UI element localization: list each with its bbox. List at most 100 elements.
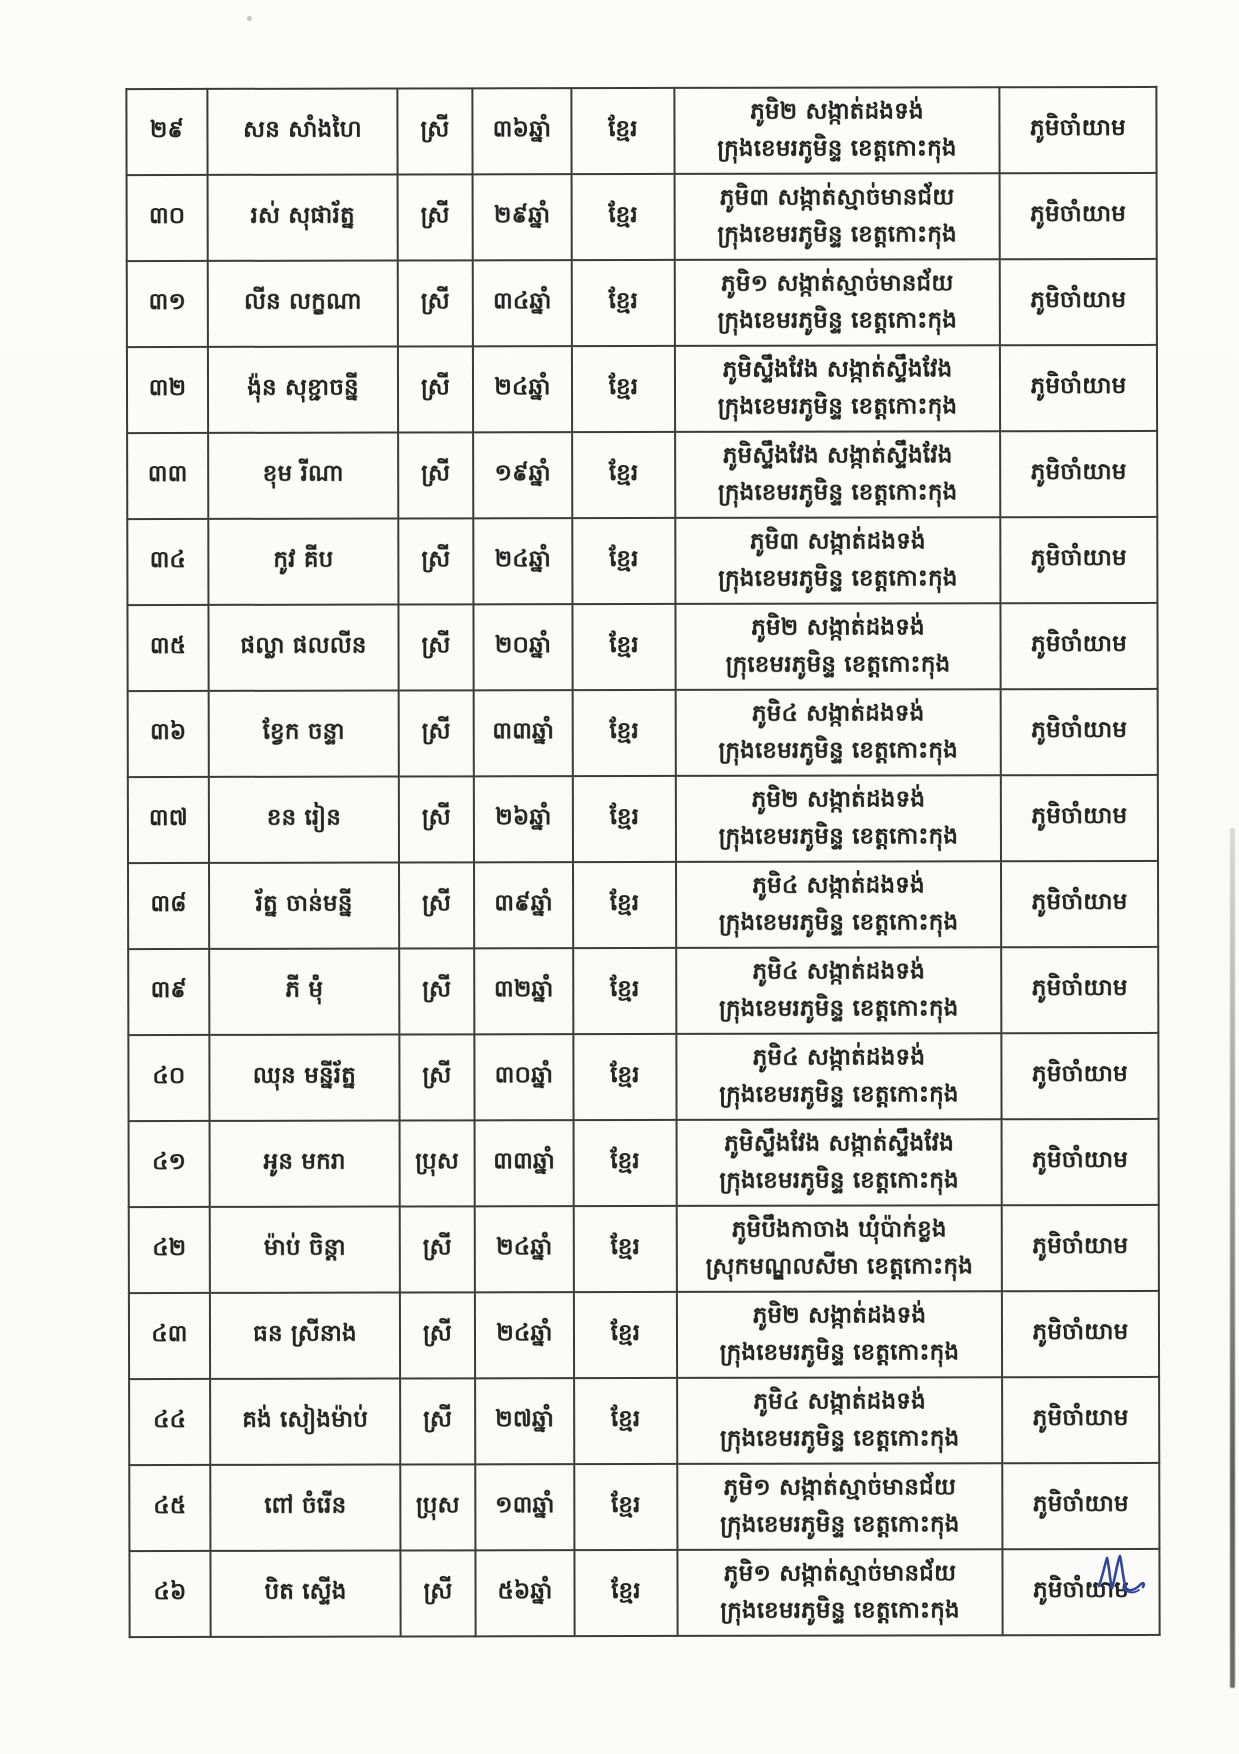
cell-gender: ប្រុស xyxy=(399,1120,475,1207)
address-line-2: ក្រុងខេមរភូមិន្ទ ខេត្តកោះកុង xyxy=(718,737,959,764)
cell-village: ភូមិចាំយាម xyxy=(999,258,1157,346)
cell-row-number: ៣៨ xyxy=(128,862,210,950)
cell-row-number: ៤១ xyxy=(128,1120,210,1208)
cell-age: ៥៦ឆ្នាំ xyxy=(475,1550,575,1637)
address-line-2: ក្រុងខេមរភូមិន្ទ ខេត្តកោះកុង xyxy=(719,995,959,1022)
cell-address: ភូមិស្ទឹងវែង សង្កាត់ស្ទឹងវែង ក្រុងខេមរភូ… xyxy=(676,1119,1002,1206)
cell-nationality: ខ្មែរ xyxy=(571,173,675,261)
cell-age: ២៤ឆ្នាំ xyxy=(474,1206,574,1293)
cell-row-number: ៣១ xyxy=(126,260,208,348)
cell-age: ៣២ឆ្នាំ xyxy=(474,948,574,1035)
cell-nationality: ខ្មែរ xyxy=(573,861,677,949)
cell-village: ភូមិចាំយាម xyxy=(999,86,1157,174)
cell-nationality: ខ្មែរ xyxy=(574,1463,678,1551)
cell-row-number: ៤០ xyxy=(128,1034,210,1122)
table-row: ៤៤ គង់ សៀងម៉ាប់ ស្រី ២៧ឆ្នាំ ខ្មែរ ភូមិ៤… xyxy=(129,1376,1160,1466)
cell-gender: ស្រី xyxy=(397,346,474,433)
cell-gender: ស្រី xyxy=(397,260,473,347)
cell-row-number: ៤៣ xyxy=(128,1292,211,1380)
cell-village: ភូមិចាំយាម xyxy=(1001,1118,1159,1206)
cell-village: ភូមិចាំយាម xyxy=(1000,430,1158,518)
cell-village: ភូមិចាំយាម xyxy=(999,344,1158,432)
cell-row-number: ៣៧ xyxy=(127,776,210,864)
cell-name: កូវ គីប xyxy=(208,518,399,605)
cell-gender: ស្រី xyxy=(398,690,474,777)
cell-row-number: ៣៤ xyxy=(127,518,209,606)
table-row: ៤២ ម៉ាប់ ចិន្តា ស្រី ២៤ឆ្នាំ ខ្មែរ ភូមិប… xyxy=(128,1204,1159,1294)
address-line-1: ភូមិ៤ សង្កាត់ដងទង់ xyxy=(752,872,925,899)
cell-gender: ស្រី xyxy=(399,1292,476,1379)
cell-gender: ប្រុស xyxy=(400,1464,476,1551)
cell-village: ភូមិចាំយាម xyxy=(999,172,1157,260)
cell-village: ភូមិចាំយាម xyxy=(1001,1032,1159,1120)
cell-nationality: ខ្មែរ xyxy=(572,603,676,691)
address-line-2: ក្រុងខេមរភូមិន្ទ ខេត្តកោះកុង xyxy=(720,1511,960,1538)
cell-address: ភូមិ៣ សង្កាត់ស្មាច់មានជ័យ ក្រុងខេមរភូមិន… xyxy=(674,173,1000,260)
cell-village: ភូមិចាំយាម xyxy=(1002,1376,1160,1464)
address-line-1: ភូមិ១ សង្កាត់ស្មាច់មានជ័យ xyxy=(723,1560,957,1588)
cell-age: ១៣ឆ្នាំ xyxy=(475,1464,575,1551)
cell-village: ភូមិចាំយាម xyxy=(1002,1462,1160,1550)
cell-age: ២៩ឆ្នាំ xyxy=(472,174,572,261)
address-line-1: ភូមិស្ទឹងវែង សង្កាត់ស្ទឹងវែង xyxy=(722,356,953,384)
cell-village: ភូមិចាំយាម xyxy=(1000,688,1158,776)
address-line-2: ក្រុងខេមរភូមិន្ទ ខេត្តកោះកុង xyxy=(719,1339,960,1366)
address-line-1: ភូមិបឹងកាចាង ឃុំប៉ាក់ខ្លង xyxy=(731,1216,947,1244)
cell-address: ភូមិ២ សង្កាត់ដងទង់ ក្រុងខេមរភូមិន្ទ ខេត្… xyxy=(674,87,1000,174)
cell-age: ៣៣ឆ្នាំ xyxy=(474,1120,574,1207)
address-line-1: ភូមិ២ សង្កាត់ដងទង់ xyxy=(750,98,924,125)
address-line-1: ភូមិ៣ សង្កាត់ស្មាច់មានជ័យ xyxy=(719,184,955,212)
cell-address: ភូមិបឹងកាចាង ឃុំប៉ាក់ខ្លង ស្រុកមណ្ឌលសីមា… xyxy=(676,1205,1002,1292)
cell-nationality: ខ្មែរ xyxy=(573,1119,677,1207)
scan-edge-artifact xyxy=(1230,828,1235,1688)
cell-name: ខន រៀន xyxy=(208,776,400,863)
address-line-2: ក្រុងខេមរភូមិន្ទ ខេត្តកោះកុង xyxy=(718,909,959,936)
cell-gender: ស្រី xyxy=(398,432,474,519)
cell-address: ភូមិ២ សង្កាត់ដងទង់ ក្រុងខេមរភូមិន្ទ ខេត្… xyxy=(676,1291,1003,1378)
cell-row-number: ៤៦ xyxy=(129,1550,211,1638)
cell-nationality: ខ្មែរ xyxy=(571,87,675,175)
address-line-2: ក្រុងខេមរភូមិន្ទ ខេត្តកោះកុង xyxy=(720,1597,960,1624)
table-row: ៣៧ ខន រៀន ស្រី ២៦ឆ្នាំ ខ្មែរ ភូមិ២ សង្កា… xyxy=(127,774,1158,864)
cell-name: ខ្វែក ចន្ទា xyxy=(208,690,399,777)
cell-gender: ស្រី xyxy=(397,88,473,175)
cell-name: រស់ សុផារ័ត្ន xyxy=(207,174,398,261)
table-row: ៣១ លីន លក្ខណា ស្រី ៣៤ឆ្នាំ ខ្មែរ ភូមិ១ ស… xyxy=(126,258,1157,348)
address-line-2: ក្រុងខេមរភូមិន្ទ ខេត្តកោះកុង xyxy=(717,479,958,506)
cell-nationality: ខ្មែរ xyxy=(571,259,675,347)
scan-speck xyxy=(247,16,252,21)
cell-address: ភូមិស្ទឹងវែង សង្កាត់ស្ទឹងវែង ក្រុងខេមរភូ… xyxy=(675,431,1001,518)
address-line-1: ភូមិ២ សង្កាត់ដងទង់ xyxy=(752,1302,927,1329)
cell-name: ង៉ុន សុខ្ជាចន្នី xyxy=(207,346,399,433)
cell-gender: ស្រី xyxy=(398,776,475,863)
cell-address: ភូមិ២ សង្កាត់ដងទង់ ក្រុខេមរភូមិន្ទ ខេត្ត… xyxy=(675,603,1001,690)
cell-nationality: ខ្មែរ xyxy=(574,1377,678,1465)
table-row: ២៩ សន សាំងហៃ ស្រី ៣៦ឆ្នាំ ខ្មែរ ភូមិ២ សង… xyxy=(126,86,1157,176)
cell-gender: ស្រី xyxy=(400,1378,476,1465)
cell-address: ភូមិ៤ សង្កាត់ដងទង់ ក្រុងខេមរភូមិន្ទ ខេត្… xyxy=(676,947,1002,1034)
address-line-2: ក្រុងខេមរភូមិន្ទ ខេត្តកោះកុង xyxy=(719,1167,959,1194)
address-line-2: ក្រុងខេមរភូមិន្ទ ខេត្តកោះកុង xyxy=(719,1425,960,1452)
cell-name: ឈុន មន្នីរ័ត្ន xyxy=(209,1034,400,1121)
cell-village: ភូមិចាំយាម xyxy=(1001,1204,1159,1292)
cell-gender: ស្រី xyxy=(399,1206,475,1293)
cell-address: ភូមិ៤ សង្កាត់ដងទង់ ក្រុងខេមរភូមិន្ទ ខេត្… xyxy=(677,1377,1003,1464)
address-line-1: ភូមិ១ សង្កាត់ស្មាច់មានជ័យ xyxy=(721,270,954,298)
cell-age: ៣៦ឆ្នាំ xyxy=(472,88,572,175)
address-line-1: ភូមិ៤ សង្កាត់ដងទង់ xyxy=(753,1388,926,1415)
cell-age: ៣៤ឆ្នាំ xyxy=(472,260,572,347)
table-row: ៤៥ ពៅ ចំរើន ប្រុស ១៣ឆ្នាំ ខ្មែរ ភូមិ១ សង… xyxy=(129,1462,1160,1552)
table-row: ៣០ រស់ សុផារ័ត្ន ស្រី ២៩ឆ្នាំ ខ្មែរ ភូមិ… xyxy=(126,172,1157,262)
table-row: ៣៣ ខុម រីណា ស្រី ១៩ឆ្នាំ ខ្មែរ ភូមិស្ទឹង… xyxy=(127,430,1158,520)
cell-village: ភូមិចាំយាម xyxy=(1000,516,1158,604)
roster-table: ២៩ សន សាំងហៃ ស្រី ៣៦ឆ្នាំ ខ្មែរ ភូមិ២ សង… xyxy=(125,86,1160,1638)
cell-name: រ័ត្ន ចាន់មន្នី xyxy=(209,862,400,949)
cell-village: ភូមិចាំយាម xyxy=(1000,860,1159,948)
cell-address: ភូមិស្ទឹងវែង សង្កាត់ស្ទឹងវែង ក្រុងខេមរភូ… xyxy=(674,345,1001,432)
table-row: ៤០ ឈុន មន្នីរ័ត្ន ស្រី ៣០ឆ្នាំ ខ្មែរ ភូម… xyxy=(128,1032,1159,1122)
cell-gender: ស្រី xyxy=(398,604,474,691)
cell-gender: ស្រី xyxy=(399,862,475,949)
cell-name: ភី ម៉ុំ xyxy=(209,948,400,1035)
cell-gender: ស្រី xyxy=(397,174,473,261)
